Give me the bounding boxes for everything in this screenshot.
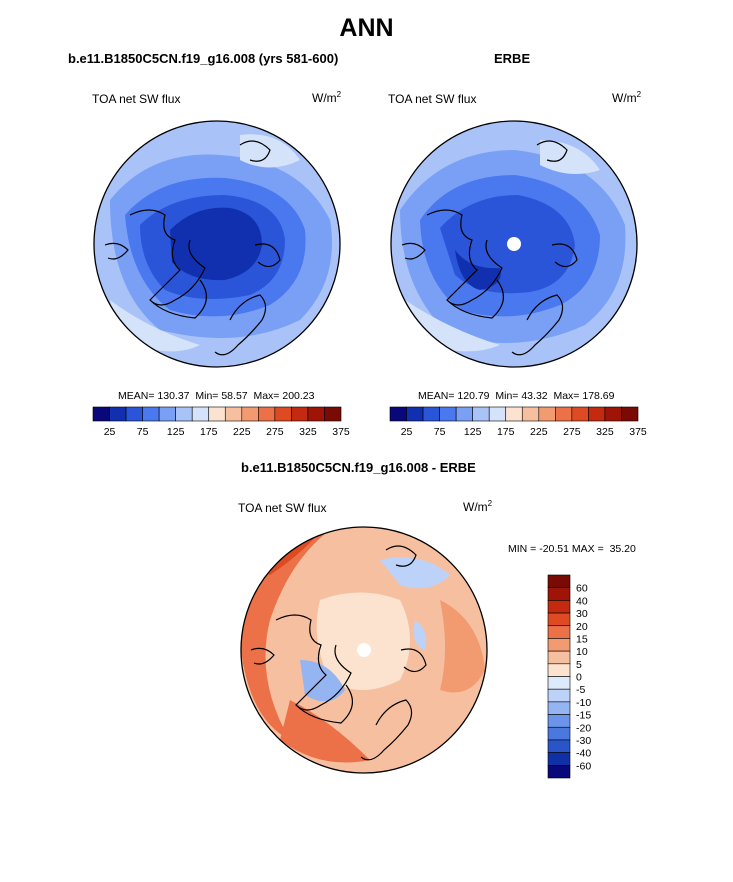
panel1-variable: TOA net SW flux: [92, 92, 181, 106]
colorbar3-tick-label: -60: [576, 760, 591, 772]
colorbar3-tick-label: 40: [576, 595, 588, 607]
colorbar1-color-box: [291, 406, 309, 422]
diff-units: W/m2: [463, 499, 493, 514]
panel2-subtitle: ERBE: [494, 51, 531, 66]
colorbar3-color-box: [547, 587, 571, 601]
colorbar3-color-box: [547, 625, 571, 639]
colorbar3-tick-label: 0: [576, 672, 582, 684]
colorbar2-color-box: [621, 406, 639, 422]
diff-stats: MIN = -20.51 MAX = 35.20: [508, 543, 636, 555]
colorbar2-color-box: [422, 406, 440, 422]
colorbar2-color-box: [472, 406, 490, 422]
colorbar2-tick-label: 275: [563, 426, 581, 438]
colorbar2-tick-label: 75: [434, 426, 446, 438]
page-title: ANN: [339, 14, 394, 42]
colorbar3-color-box: [547, 612, 571, 627]
colorbar-panel2: 25 75 125 175 225 275 325 375: [389, 406, 647, 438]
panel1-stats: MEAN= 130.37 Min= 58.57 Max= 200.23: [118, 390, 315, 402]
panel2-units: W/m2: [612, 90, 642, 105]
colorbar1-color-box: [158, 406, 176, 422]
colorbar2-color-box: [439, 406, 457, 422]
colorbar3-color-box: [547, 574, 571, 588]
colorbar1-color-box: [125, 406, 143, 422]
colorbar2-tick-label: 25: [401, 426, 413, 438]
colorbar1-color-box: [208, 406, 226, 422]
colorbar3-color-box: [547, 765, 571, 779]
colorbar3-color-box: [547, 688, 571, 703]
panel1-subtitle: b.e11.B1850C5CN.f19_g16.008 (yrs 581-600…: [68, 51, 339, 66]
colorbar1-color-box: [307, 406, 325, 422]
colorbar1-color-box: [324, 406, 342, 422]
colorbar1-tick-label: 375: [332, 426, 350, 438]
colorbar2-color-box: [604, 406, 622, 422]
colorbar2-color-box: [538, 406, 556, 422]
map-diff: [241, 527, 487, 773]
colorbar1-color-box: [175, 406, 193, 422]
colorbar1-tick-label: 275: [266, 426, 284, 438]
colorbar3-tick-label: -40: [576, 748, 591, 760]
colorbar1-color-box: [109, 406, 127, 422]
colorbar2-tick-label: 375: [629, 426, 647, 438]
colorbar1-tick-label: 225: [233, 426, 251, 438]
colorbar3-tick-label: 30: [576, 608, 588, 620]
panel2-variable: TOA net SW flux: [388, 92, 477, 106]
panel1-units: W/m2: [312, 90, 342, 105]
colorbar3-color-box: [547, 701, 571, 715]
colorbar1-tick-label: 175: [200, 426, 218, 438]
colorbar3-tick-label: 10: [576, 646, 588, 658]
colorbar1-color-box: [274, 406, 292, 422]
colorbar1-color-box: [191, 406, 210, 422]
panel2-stats: MEAN= 120.79 Min= 43.32 Max= 178.69: [418, 390, 615, 402]
colorbar3-tick-label: -30: [576, 735, 591, 747]
colorbar3-tick-label: -15: [576, 710, 591, 722]
colorbar2-tick-label: 325: [596, 426, 614, 438]
colorbar3-tick-label: -10: [576, 697, 591, 709]
colorbar2-color-box: [389, 406, 407, 422]
colorbar2-tick-label: 225: [530, 426, 548, 438]
colorbar3-tick-label: 20: [576, 621, 588, 633]
colorbar1-color-box: [241, 406, 259, 422]
colorbar2-color-box: [588, 406, 606, 422]
diff-variable: TOA net SW flux: [238, 501, 327, 515]
colorbar3-tick-label: 60: [576, 583, 588, 595]
colorbar1-tick-label: 325: [299, 426, 317, 438]
colorbar3-tick-label: -20: [576, 722, 591, 734]
colorbar3-tick-label: 5: [576, 659, 582, 671]
colorbar3-color-box: [547, 650, 571, 665]
colorbar2-tick-label: 175: [497, 426, 515, 438]
colorbar2-color-box: [571, 406, 589, 422]
colorbar3-color-box: [547, 600, 571, 614]
colorbar3-tick-label: 15: [576, 633, 588, 645]
colorbar3-color-box: [547, 726, 571, 741]
colorbar2-color-box: [406, 406, 424, 422]
diff-subtitle: b.e11.B1850C5CN.f19_g16.008 - ERBE: [241, 460, 476, 475]
colorbar3-color-box: [547, 638, 571, 652]
colorbar2-tick-label: 125: [464, 426, 482, 438]
colorbar3-color-box: [547, 714, 571, 728]
colorbar1-tick-label: 125: [167, 426, 185, 438]
colorbar1-tick-label: 75: [137, 426, 149, 438]
colorbar1-tick-label: 25: [104, 426, 116, 438]
colorbar3-color-box: [547, 752, 571, 766]
colorbar-panel1: 25 75 125 175 225 275 325 375: [92, 406, 350, 438]
colorbar3-color-box: [547, 663, 571, 677]
colorbar1-color-box: [224, 406, 243, 422]
colorbar2-color-box: [455, 406, 473, 422]
colorbar3-color-box: [547, 739, 571, 753]
map-panel1: [94, 121, 340, 367]
colorbar1-color-box: [92, 406, 110, 422]
colorbar3-color-box: [547, 676, 571, 690]
map-panel2: [391, 121, 637, 367]
colorbar2-color-box: [521, 406, 540, 422]
colorbar2-color-box: [555, 406, 573, 422]
colorbar2-color-box: [488, 406, 507, 422]
colorbar1-color-box: [258, 406, 276, 422]
colorbar3-tick-label: -5: [576, 684, 585, 696]
colorbar1-color-box: [142, 406, 160, 422]
colorbar2-color-box: [505, 406, 523, 422]
